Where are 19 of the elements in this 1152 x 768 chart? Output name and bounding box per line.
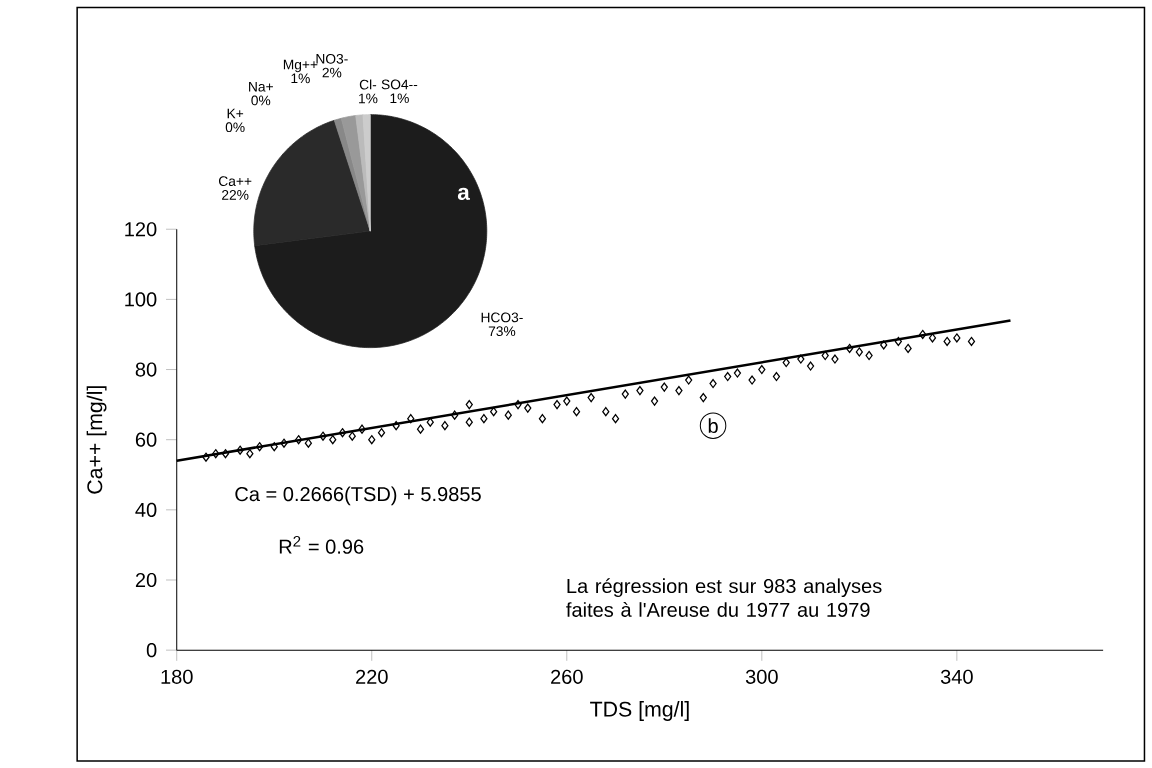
x-tick-label: 180 <box>161 669 193 684</box>
annotation: b <box>708 418 718 433</box>
y-tick-label: 100 <box>125 292 157 307</box>
y-tick-label: 40 <box>135 502 157 517</box>
annotation: Ca = 0.2666(TSD) + 5.9855 <box>235 486 481 505</box>
x-tick-label: 220 <box>356 669 388 684</box>
x-tick-label: 300 <box>745 669 778 684</box>
y-tick-label: 120 <box>125 221 157 237</box>
x-axis-title: TDS [mg/l] <box>590 700 689 721</box>
y-tick-label: 20 <box>135 572 157 587</box>
y-tick-label: 60 <box>135 432 157 447</box>
x-tick-label: 260 <box>551 669 583 684</box>
text: a <box>457 187 470 200</box>
annotation: R$^{2}$ = 0.96 <box>279 535 364 554</box>
y-tick-label: 0 <box>146 642 157 657</box>
x-tick-label: 340 <box>940 669 973 684</box>
y-axis-title: Ca++ [mg/l] <box>86 385 107 494</box>
annotation: La régression est sur 983 analyses faites à l'Areuse du 1977 au 1979 <box>566 577 882 617</box>
y-tick-label: 80 <box>135 362 157 377</box>
